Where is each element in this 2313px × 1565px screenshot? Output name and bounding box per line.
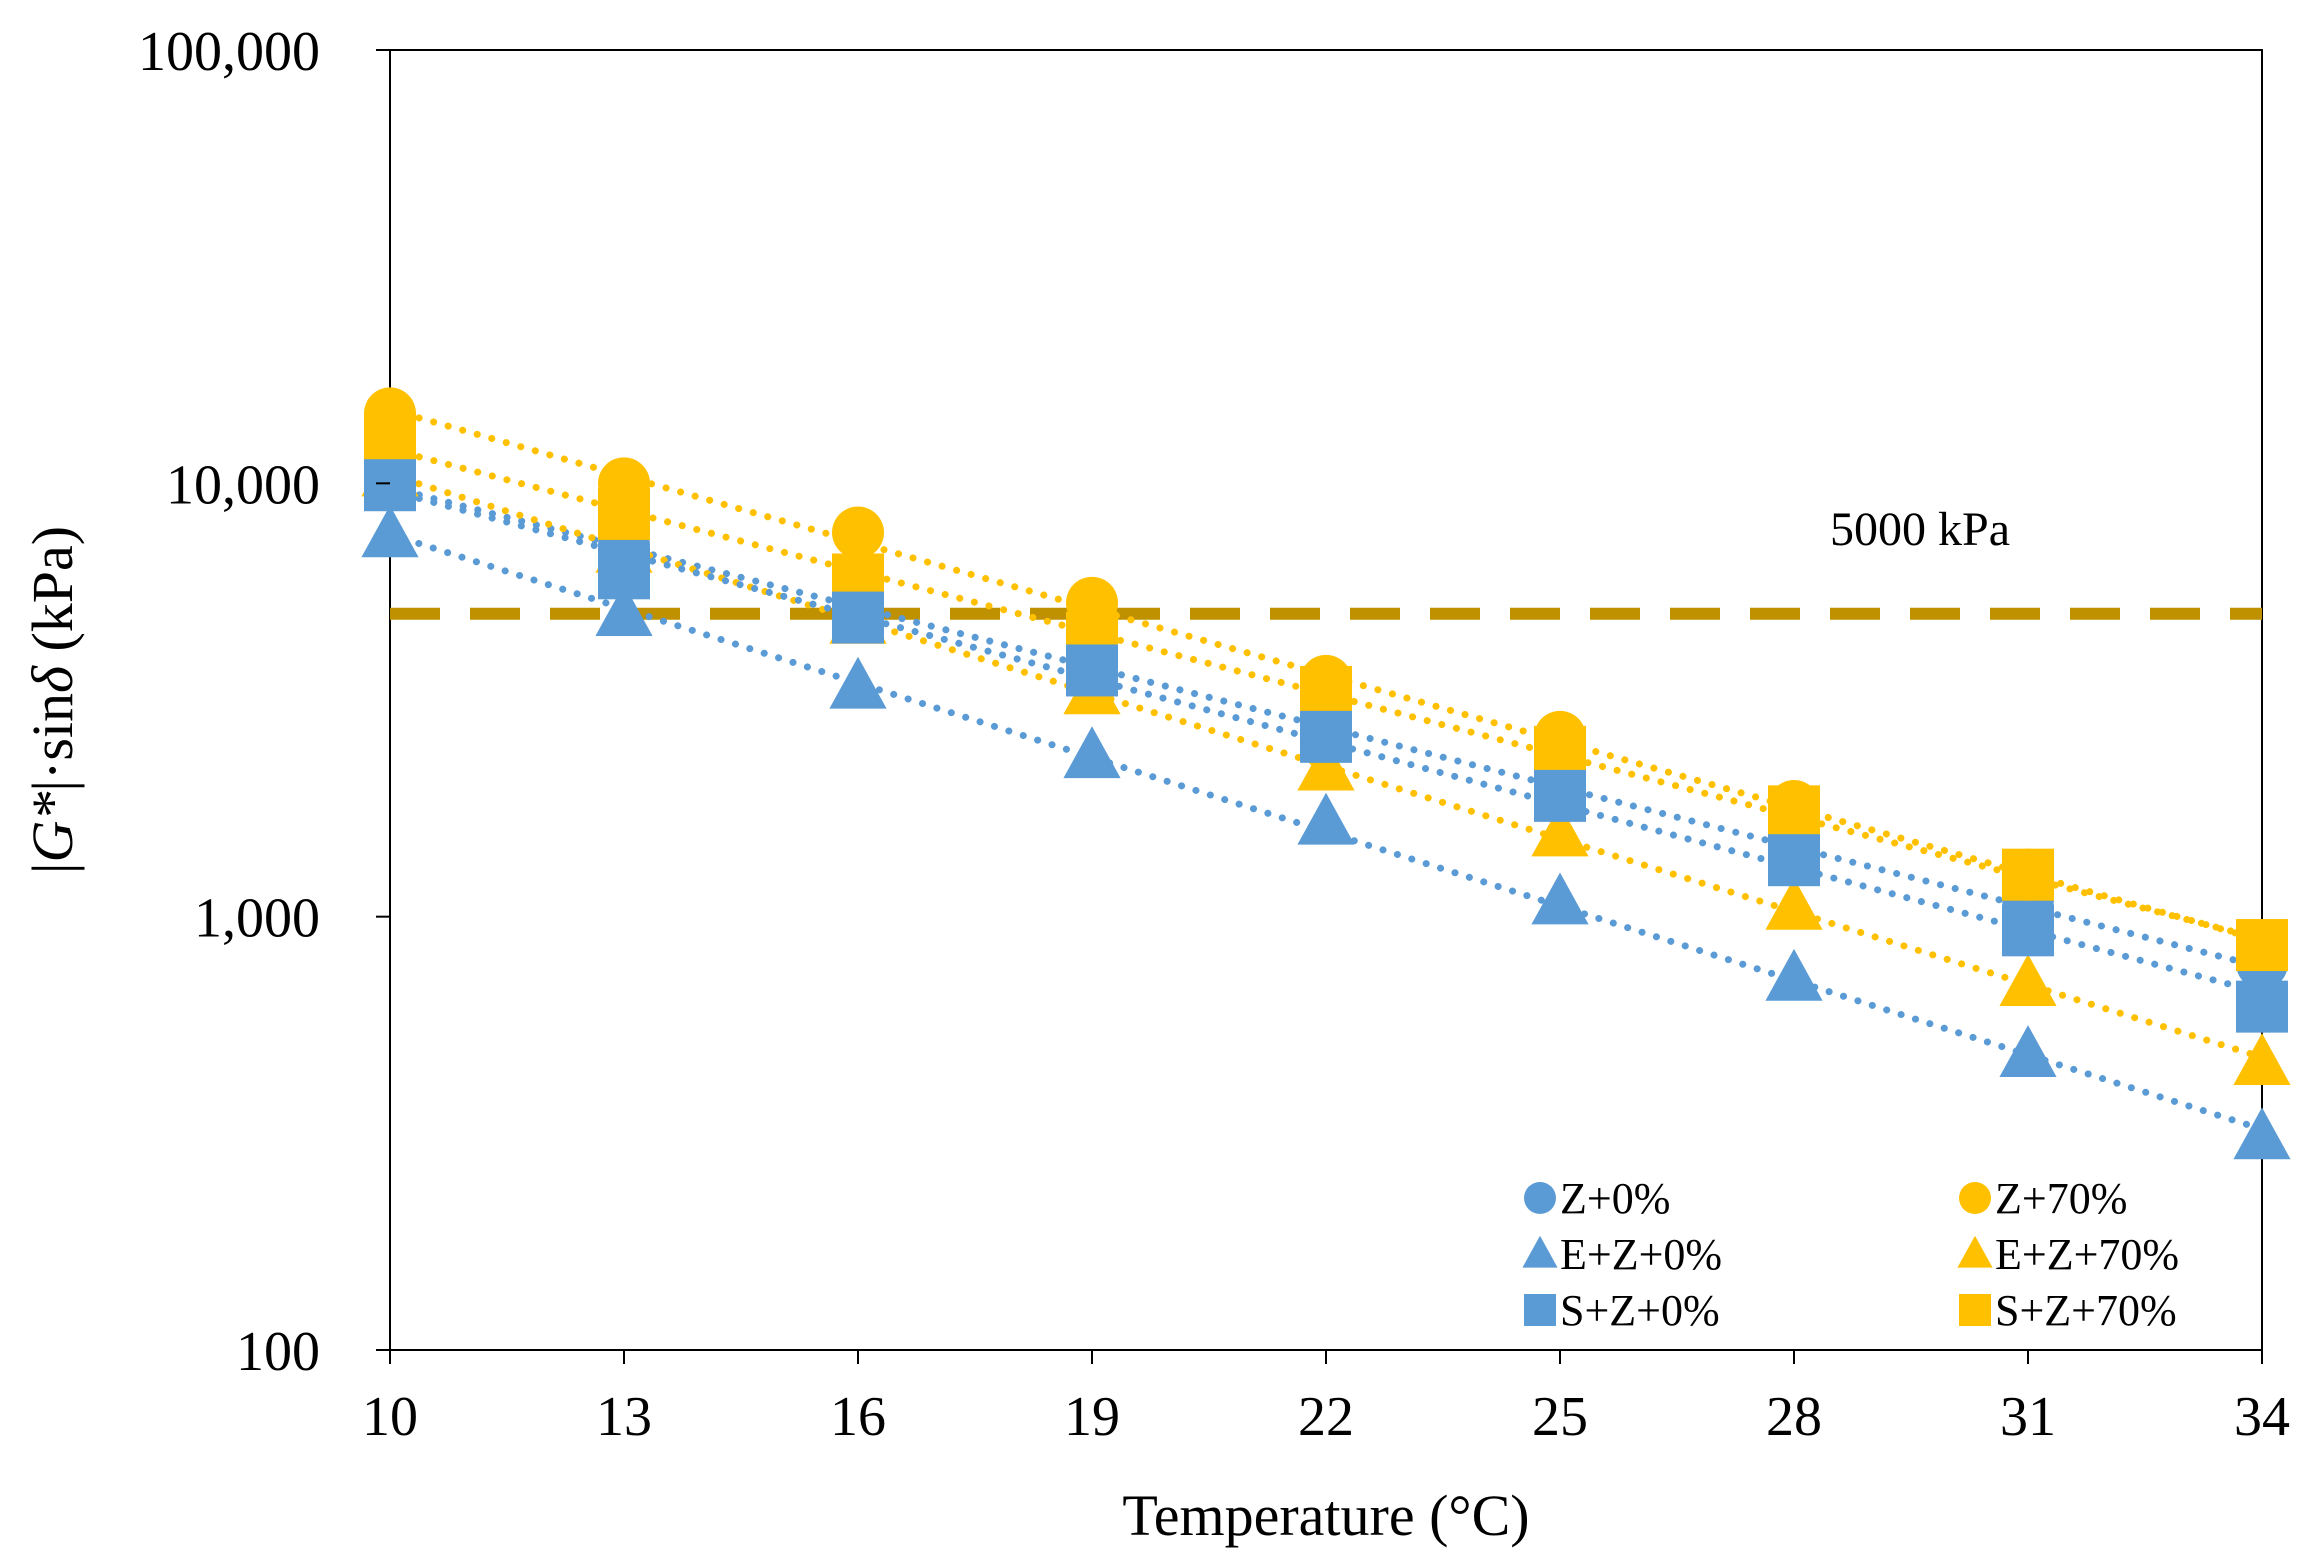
legend-item-s-plus-z-plus-0pct: S+Z+0% bbox=[1524, 1286, 1720, 1335]
data-point-s-plus-z-plus-70pct-10 bbox=[364, 415, 416, 468]
data-point-s-plus-z-plus-0pct-31 bbox=[2002, 904, 2054, 957]
data-point-s-plus-z-plus-70pct-13 bbox=[598, 487, 650, 540]
x-tick-label: 25 bbox=[1532, 1386, 1588, 1448]
data-point-s-plus-z-plus-0pct-10 bbox=[364, 459, 416, 512]
legend-label: E+Z+0% bbox=[1560, 1230, 1722, 1279]
x-tick-label: 22 bbox=[1298, 1386, 1354, 1448]
legend-item-s-plus-z-plus-70pct: S+Z+70% bbox=[1959, 1286, 2177, 1335]
data-point-e-plus-z-plus-70pct-34 bbox=[2233, 1033, 2291, 1086]
y-tick-label: 100 bbox=[236, 1321, 320, 1383]
y-tick-label: 10,000 bbox=[166, 454, 320, 516]
data-point-s-plus-z-plus-70pct-28 bbox=[1768, 785, 1820, 838]
data-point-e-plus-z-plus-0pct-13 bbox=[595, 584, 653, 637]
data-point-e-plus-z-plus-70pct-22 bbox=[1297, 738, 1355, 791]
data-point-s-plus-z-plus-70pct-25 bbox=[1534, 725, 1586, 778]
legend-label: Z+0% bbox=[1560, 1174, 1670, 1223]
data-point-s-plus-z-plus-0pct-34 bbox=[2236, 980, 2288, 1033]
x-tick-label: 34 bbox=[2234, 1386, 2290, 1448]
data-point-e-plus-z-plus-70pct-25 bbox=[1531, 804, 1589, 857]
legend-item-e-plus-z-plus-70pct: E+Z+70% bbox=[1957, 1230, 2179, 1279]
reference-line-label: 5000 kPa bbox=[1830, 503, 2010, 556]
data-point-z-plus-70pct-16 bbox=[832, 506, 884, 559]
data-point-s-plus-z-plus-0pct-13 bbox=[598, 547, 650, 600]
data-point-e-plus-z-plus-0pct-28 bbox=[1765, 948, 1823, 1001]
data-point-s-plus-z-plus-70pct-22 bbox=[1300, 665, 1352, 718]
data-point-e-plus-z-plus-0pct-34 bbox=[2233, 1107, 2291, 1160]
data-point-e-plus-z-plus-0pct-25 bbox=[1531, 872, 1589, 925]
data-point-e-plus-z-plus-0pct-31 bbox=[1999, 1025, 2057, 1078]
y-tick-label: 1,000 bbox=[194, 888, 320, 950]
data-point-e-plus-z-plus-0pct-19 bbox=[1063, 726, 1121, 779]
x-axis-title: Temperature (°C) bbox=[1122, 1483, 1529, 1548]
x-tick-label: 19 bbox=[1064, 1386, 1120, 1448]
legend-item-z-plus-70pct: Z+70% bbox=[1959, 1174, 2127, 1223]
x-tick-label: 31 bbox=[2000, 1386, 2056, 1448]
data-point-s-plus-z-plus-0pct-16 bbox=[832, 591, 884, 644]
legend-label: S+Z+70% bbox=[1995, 1286, 2177, 1335]
data-point-s-plus-z-plus-0pct-19 bbox=[1066, 644, 1118, 697]
data-point-e-plus-z-plus-70pct-31 bbox=[1999, 954, 2057, 1007]
data-point-e-plus-z-plus-70pct-28 bbox=[1765, 877, 1823, 930]
legend-marker-s-plus-z-plus-0pct bbox=[1524, 1294, 1556, 1326]
x-tick-label: 16 bbox=[830, 1386, 886, 1448]
legend-item-z-plus-0pct: Z+0% bbox=[1524, 1174, 1670, 1223]
data-point-s-plus-z-plus-70pct-31 bbox=[2002, 848, 2054, 901]
legend-item-e-plus-z-plus-0pct: E+Z+0% bbox=[1522, 1230, 1722, 1279]
data-point-s-plus-z-plus-70pct-34 bbox=[2236, 919, 2288, 972]
legend-marker-s-plus-z-plus-70pct bbox=[1959, 1294, 1991, 1326]
legend-marker-e-plus-z-plus-70pct bbox=[1957, 1235, 1993, 1268]
data-point-e-plus-z-plus-0pct-16 bbox=[829, 656, 887, 709]
legend-label: E+Z+70% bbox=[1995, 1230, 2179, 1279]
y-axis-title: |G*|·sinδ (kPa) bbox=[20, 526, 85, 874]
x-tick-label: 28 bbox=[1766, 1386, 1822, 1448]
x-tick-label: 10 bbox=[362, 1386, 418, 1448]
x-tick-label: 13 bbox=[596, 1386, 652, 1448]
y-tick-label: 100,000 bbox=[138, 21, 320, 83]
legend-marker-e-plus-z-plus-0pct bbox=[1522, 1235, 1558, 1268]
data-point-s-plus-z-plus-0pct-28 bbox=[1768, 834, 1820, 887]
data-point-s-plus-z-plus-0pct-22 bbox=[1300, 710, 1352, 763]
data-point-s-plus-z-plus-0pct-25 bbox=[1534, 769, 1586, 822]
legend-marker-z-plus-70pct bbox=[1959, 1182, 1991, 1214]
legend-label: S+Z+0% bbox=[1560, 1286, 1720, 1335]
legend-marker-z-plus-0pct bbox=[1524, 1182, 1556, 1214]
data-point-e-plus-z-plus-0pct-10 bbox=[361, 505, 419, 558]
legend-label: Z+70% bbox=[1995, 1174, 2127, 1223]
data-point-e-plus-z-plus-0pct-22 bbox=[1297, 792, 1355, 845]
